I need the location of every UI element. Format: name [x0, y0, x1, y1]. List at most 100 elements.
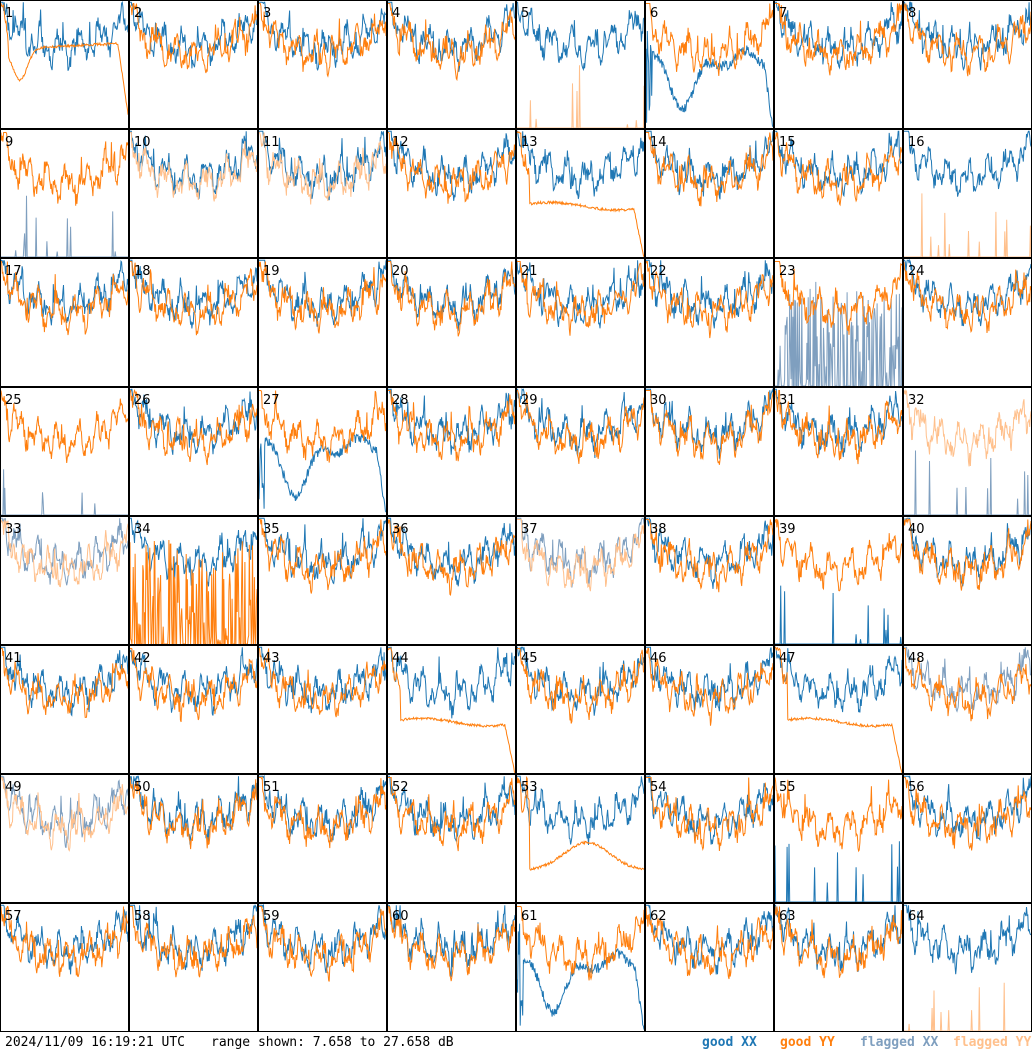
- panel-25: 25: [0, 387, 129, 516]
- series-yy-panel-26: [130, 388, 258, 466]
- series-xx-panel-15: [775, 130, 902, 198]
- series-xx-panel-45: [517, 646, 645, 716]
- panel-border-9: [0, 129, 129, 258]
- legend-good-xx-word: good: [702, 1035, 742, 1050]
- panel-26: 26: [129, 387, 258, 516]
- series-yy-panel-41: [1, 648, 129, 718]
- panel-label-14: 14: [650, 135, 667, 150]
- range-label: range shown: 7.658 to 27.658 dB: [211, 1035, 454, 1050]
- panel-label-58: 58: [134, 909, 151, 924]
- panel-60: 60: [387, 903, 516, 1032]
- panel-63: 63: [774, 903, 903, 1032]
- panel-label-1: 1: [5, 6, 13, 21]
- series-xx-panel-1: [1, 1, 129, 71]
- panel-border-60: [387, 903, 516, 1032]
- panel-border-31: [774, 387, 903, 516]
- legend-flagged-yy: flagged YY: [953, 1035, 1031, 1051]
- panel-label-31: 31: [779, 393, 796, 408]
- series-yy-panel-2: [129, 3, 258, 74]
- panel-border-34: [129, 516, 258, 645]
- panel-border-44: [387, 645, 516, 774]
- panel-42: 42: [129, 645, 258, 774]
- panel-23: 23: [774, 258, 903, 387]
- panel-label-10: 10: [134, 135, 151, 150]
- series-yy-panel-62: [645, 906, 774, 980]
- panel-label-13: 13: [521, 135, 538, 150]
- panel-49: 49: [0, 774, 129, 903]
- panel-border-16: [903, 129, 1032, 258]
- panel-label-27: 27: [263, 393, 280, 408]
- panel-11: 11: [258, 129, 387, 258]
- series-xx-panel-47: [775, 646, 903, 713]
- panel-label-8: 8: [908, 6, 916, 21]
- panel-border-33: [0, 516, 129, 645]
- series-yy-panel-20: [388, 261, 516, 337]
- series-yy-panel-3: [259, 3, 387, 78]
- series-yy-panel-16: [904, 193, 1032, 258]
- panel-53: 53: [516, 774, 645, 903]
- panel-label-20: 20: [392, 264, 409, 279]
- panel-label-28: 28: [392, 393, 409, 408]
- panel-border-53: [516, 774, 645, 903]
- panel-border-25: [0, 387, 129, 516]
- panel-border-62: [645, 903, 774, 1032]
- panel-border-8: [903, 0, 1032, 129]
- panel-border-52: [387, 774, 516, 903]
- series-xx-panel-34: [130, 517, 258, 587]
- panel-border-61: [516, 903, 645, 1032]
- panel-39: 39: [774, 516, 903, 645]
- series-xx-panel-55: [774, 841, 902, 903]
- panel-3: 3: [258, 0, 387, 129]
- panel-16: 16: [903, 129, 1032, 258]
- panel-label-59: 59: [263, 909, 280, 924]
- panel-18: 18: [129, 258, 258, 387]
- panel-label-51: 51: [263, 780, 280, 795]
- panel-17: 17: [0, 258, 129, 387]
- series-yy-panel-32: [903, 389, 1032, 467]
- series-yy-panel-25: [0, 390, 129, 463]
- panel-border-64: [903, 903, 1032, 1032]
- panel-56: 56: [903, 774, 1032, 903]
- series-xx-panel-48: [904, 646, 1032, 713]
- series-xx-panel-60: [388, 904, 516, 977]
- panel-border-43: [258, 645, 387, 774]
- panel-41: 41: [0, 645, 129, 774]
- panel-label-52: 52: [392, 780, 409, 795]
- footer-bar: 2024/11/09 16:19:21 UTC range shown: 7.6…: [0, 1033, 1033, 1053]
- panel-51: 51: [258, 774, 387, 903]
- panel-border-6: [645, 0, 774, 129]
- panel-border-7: [774, 0, 903, 129]
- panel-24: 24: [903, 258, 1032, 387]
- panel-32: 32: [903, 387, 1032, 516]
- panel-border-4: [387, 0, 516, 129]
- panel-31: 31: [774, 387, 903, 516]
- series-xx-panel-18: [130, 259, 258, 329]
- panel-5: 5: [516, 0, 645, 129]
- panel-29: 29: [516, 387, 645, 516]
- series-yy-panel-47: [774, 646, 903, 774]
- panel-border-35: [258, 516, 387, 645]
- series-yy-panel-17: [1, 261, 129, 336]
- panel-label-9: 9: [5, 135, 13, 150]
- series-yy-panel-36: [387, 519, 516, 596]
- series-yy-panel-18: [130, 261, 258, 336]
- panel-label-48: 48: [908, 651, 925, 666]
- series-yy-panel-27: [259, 390, 387, 463]
- panel-border-21: [516, 258, 645, 387]
- series-xx-panel-49: [1, 775, 129, 848]
- panel-27: 27: [258, 387, 387, 516]
- panel-label-36: 36: [392, 522, 409, 537]
- panel-label-15: 15: [779, 135, 796, 150]
- panel-border-19: [258, 258, 387, 387]
- panel-border-42: [129, 645, 258, 774]
- panel-62: 62: [645, 903, 774, 1032]
- series-yy-panel-52: [388, 777, 516, 852]
- series-yy-panel-7: [775, 3, 903, 76]
- panel-border-58: [129, 903, 258, 1032]
- series-yy-panel-49: [1, 777, 129, 852]
- panel-border-2: [129, 0, 258, 129]
- series-xx-panel-46: [646, 646, 774, 712]
- panel-59: 59: [258, 903, 387, 1032]
- series-xx-panel-53: [517, 775, 645, 846]
- panel-label-24: 24: [908, 264, 925, 279]
